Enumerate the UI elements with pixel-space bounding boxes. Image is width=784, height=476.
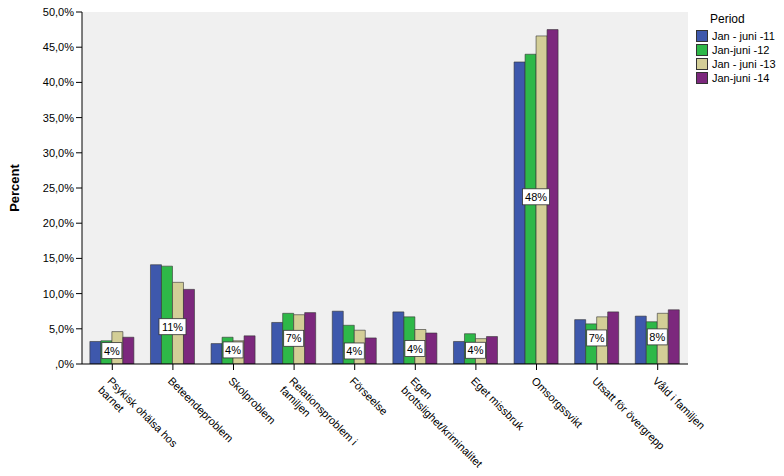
html-text:brottslighet/kriminalitet: brottslighet/kriminalitet: [399, 383, 485, 470]
svg-text:Beteendeproblem: Beteendeproblem: [166, 375, 236, 445]
svg-text:4%: 4%: [346, 345, 362, 357]
html-text:Jan - juni -13: Jan - juni -13: [712, 58, 776, 70]
svg-text:Percent: Percent: [8, 163, 22, 211]
svg-text:4%: 4%: [407, 343, 423, 355]
svg-text:50,0%: 50,0%: [43, 6, 74, 18]
svg-text:48%: 48%: [525, 191, 547, 203]
svg-text:20,0%: 20,0%: [43, 217, 74, 229]
svg-text:45,0%: 45,0%: [43, 41, 74, 53]
svg-text:10,0%: 10,0%: [43, 288, 74, 300]
svg-text:Våld i familjen: Våld i familjen: [651, 375, 708, 432]
html-text:Jan-juni -14: Jan-juni -14: [712, 72, 770, 84]
svg-text:30,0%: 30,0%: [43, 147, 74, 159]
html-text:Jan - juni -11: Jan - juni -11: [712, 30, 775, 42]
svg-text:4%: 4%: [468, 344, 484, 356]
html-text:Period: Period: [710, 12, 745, 26]
svg-text:Skolproblem: Skolproblem: [226, 375, 278, 427]
html-text:Egen: Egen: [408, 374, 435, 402]
svg-text:15,0%: 15,0%: [43, 252, 74, 264]
svg-text:Omsorgssvikt: Omsorgssvikt: [529, 375, 585, 431]
svg-text:Eget missbruk: Eget missbruk: [469, 375, 527, 433]
svg-text:4%: 4%: [225, 344, 241, 356]
svg-text:25,0%: 25,0%: [43, 182, 74, 194]
svg-text:35,0%: 35,0%: [43, 112, 74, 124]
svg-text:8%: 8%: [649, 331, 665, 343]
svg-text:40,0%: 40,0%: [43, 76, 74, 88]
svg-text:7%: 7%: [589, 332, 605, 344]
svg-text:Förseelse: Förseelse: [348, 375, 391, 418]
svg-text:11%: 11%: [162, 321, 183, 333]
svg-text:7%: 7%: [286, 332, 302, 344]
svg-text:4%: 4%: [104, 345, 120, 357]
svg-text:,0%: ,0%: [55, 358, 74, 370]
svg-text:5,0%: 5,0%: [49, 323, 74, 335]
html-text:Jan-juni -12: Jan-juni -12: [712, 44, 770, 56]
svg-text:Relationsproblem ifamiljen: Relationsproblem ifamiljen: [278, 375, 360, 457]
svg-text:Psykisk ohälsa hosbarnet: Psykisk ohälsa hosbarnet: [96, 375, 180, 459]
svg-text:Utsatt för övergrepp: Utsatt för övergrepp: [590, 374, 668, 452]
